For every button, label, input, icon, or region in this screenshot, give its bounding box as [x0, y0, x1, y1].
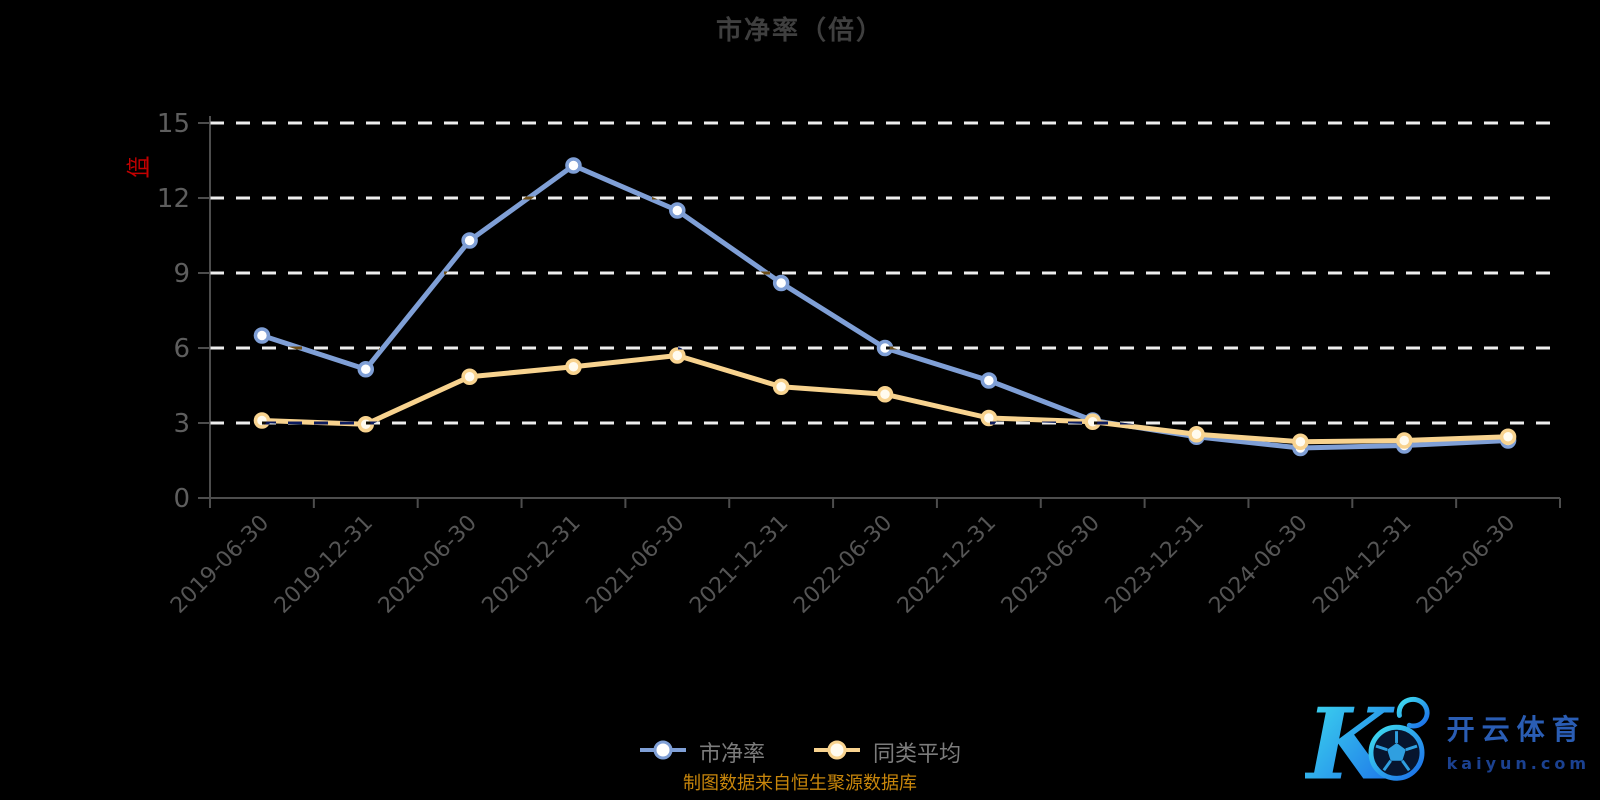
legend: 市净率 同类平均	[0, 736, 1600, 768]
x-tick-label: 2024-06-30	[1205, 511, 1313, 619]
data-point[interactable]	[357, 361, 375, 378]
data-point[interactable]	[461, 232, 478, 249]
data-point[interactable]	[1395, 432, 1413, 449]
chart-title: 市净率（倍）	[715, 16, 884, 46]
data-point[interactable]	[669, 347, 686, 364]
x-tick-label: 2021-06-30	[581, 511, 689, 619]
x-tick-label: 2025-06-30	[1412, 511, 1520, 619]
gridlines	[210, 121, 1560, 425]
x-tick-label: 2019-06-30	[166, 511, 274, 619]
x-tick-label: 2024-12-31	[1308, 511, 1416, 619]
brand-name: 开云体育	[1446, 712, 1587, 746]
data-point[interactable]	[253, 412, 271, 429]
data-point[interactable]	[1188, 426, 1205, 443]
series-line-pbr	[259, 163, 1511, 451]
y-tick-label: 6	[173, 334, 190, 364]
pbr-series-marker-icon	[639, 737, 687, 767]
x-tick-label: 2022-12-31	[893, 511, 1001, 619]
data-point[interactable]	[772, 274, 790, 292]
data-point[interactable]	[1499, 428, 1517, 445]
data-point[interactable]	[980, 372, 998, 389]
x-tick-label: 2022-06-30	[789, 511, 897, 619]
y-tick-label: 9	[173, 259, 190, 289]
data-point[interactable]	[980, 409, 998, 427]
data-point[interactable]	[772, 378, 790, 395]
x-tick-label: 2023-12-31	[1101, 511, 1209, 619]
data-point[interactable]	[565, 157, 582, 174]
legend-item-peer-average[interactable]: 同类平均	[813, 736, 961, 768]
legend-label-pbr: 市净率	[698, 742, 765, 767]
kaiyun-watermark[interactable]: K 开云体育 kaiyun.com	[1305, 686, 1590, 794]
x-tick-label: 2021-12-31	[685, 511, 793, 619]
data-source-note: 制图数据来自恒生聚源数据库	[683, 773, 917, 794]
data-point[interactable]	[669, 202, 686, 219]
peer-average-series-marker-icon	[813, 737, 861, 767]
x-tick-label: 2020-12-31	[478, 511, 586, 619]
legend-label-peer-average: 同类平均	[873, 742, 962, 767]
data-point[interactable]	[461, 368, 478, 385]
y-tick-label: 12	[157, 184, 190, 214]
y-tick-label: 3	[173, 409, 190, 439]
soccer-ball-icon	[1368, 724, 1425, 781]
data-point[interactable]	[876, 386, 894, 403]
x-tick-label: 2019-12-31	[270, 511, 378, 619]
data-point[interactable]	[1292, 433, 1309, 450]
data-point[interactable]	[253, 327, 271, 344]
kaiyun-logo-icon: K	[1305, 687, 1430, 794]
y-tick-label: 0	[173, 484, 190, 514]
brand-domain: kaiyun.com	[1446, 753, 1590, 773]
x-tick-label: 2023-06-30	[997, 511, 1105, 619]
x-tick-label: 2020-06-30	[374, 511, 482, 619]
logo-swirl	[1396, 696, 1430, 729]
legend-item-pbr[interactable]: 市净率	[639, 736, 765, 768]
y-tick-label: 15	[157, 109, 190, 139]
data-point[interactable]	[565, 358, 582, 375]
